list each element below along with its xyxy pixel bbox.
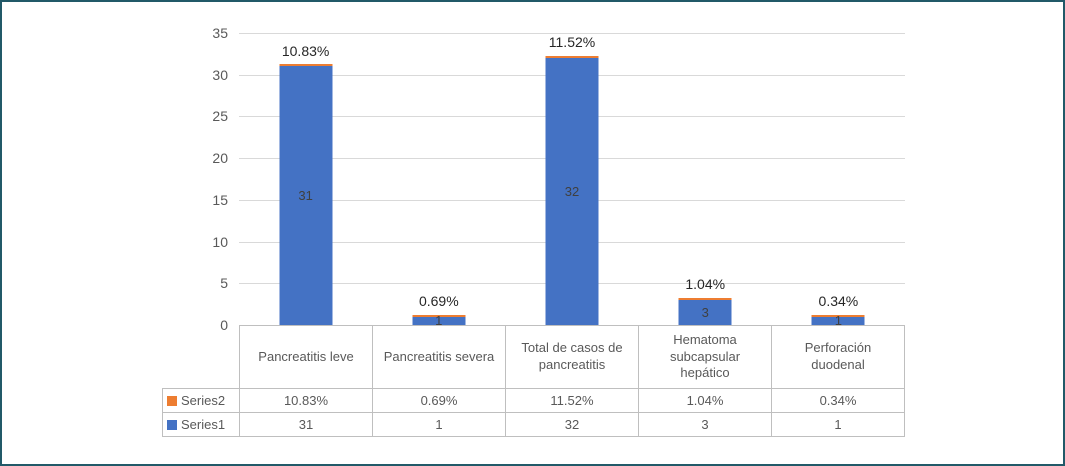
value-cell: 11.52% [505, 388, 639, 413]
value-cell: 0.69% [372, 388, 506, 413]
data-label-percent: 10.83% [281, 42, 330, 59]
bar-column: 11.52% 32 [505, 33, 638, 325]
plot-area: 10.83% 31 0.69% 1 11.52% [239, 33, 905, 328]
series2-table-row: Series2 10.83% 0.69% 11.52% 1.04% 0.34% [162, 388, 905, 413]
y-axis-tick-label: 20 [212, 150, 228, 167]
value-cell: 32 [505, 412, 639, 437]
category-header-row: Pancreatitis leve Pancreatitis severa To… [163, 325, 905, 389]
plot-columns: 10.83% 31 0.69% 1 11.52% [239, 33, 905, 328]
series-name: Series1 [181, 417, 226, 432]
series1-bar-segment[interactable]: 32 [545, 58, 599, 325]
y-axis-tick-label: 30 [212, 66, 228, 83]
bar-column: 1.04% 3 [639, 33, 772, 325]
series2-swatch-icon [167, 396, 177, 406]
series1-swatch-icon [167, 420, 177, 430]
y-axis-tick-label: 10 [212, 233, 228, 250]
y-axis-tick-label: 5 [220, 275, 228, 292]
series1-bar-segment[interactable]: 1 [811, 313, 865, 328]
series1-table-row: Series1 31 1 32 3 1 [162, 412, 905, 437]
y-axis-tick-label: 25 [212, 108, 228, 125]
bar-stack[interactable]: 31 [279, 64, 333, 325]
value-cell: 10.83% [239, 388, 373, 413]
data-label-value: 32 [564, 184, 580, 200]
legend-series2[interactable]: Series2 [162, 388, 240, 413]
bar-column: 0.34% 1 [772, 33, 905, 328]
y-axis-tick-label: 35 [212, 25, 228, 41]
value-cell: 1 [771, 412, 905, 437]
value-cell: 1.04% [638, 388, 772, 413]
bar-column: 10.83% 31 [239, 33, 372, 325]
table-corner-blank [163, 326, 240, 389]
data-label-value: 3 [701, 304, 709, 320]
category-cell: Total de casos de pancreatitis [505, 325, 639, 389]
bar-stack[interactable]: 3 [678, 297, 732, 325]
series1-bar-segment[interactable]: 1 [412, 313, 466, 328]
y-axis-tick-label: 0 [220, 317, 228, 333]
category-cell: Hematoma subcapsular hepático [638, 325, 772, 389]
data-label-percent: 0.69% [418, 292, 459, 309]
data-label-value: 1 [435, 313, 443, 329]
data-label-percent: 0.34% [818, 292, 859, 309]
gridline [239, 33, 905, 34]
series2-bar-segment[interactable] [811, 314, 865, 317]
bar-stack[interactable]: 32 [545, 56, 599, 325]
data-label-percent: 1.04% [685, 276, 726, 293]
series2-bar-segment[interactable] [412, 314, 466, 317]
data-table: Pancreatitis leve Pancreatitis severa To… [162, 325, 905, 437]
category-cell: Pancreatitis leve [239, 325, 373, 389]
data-label-value: 1 [834, 313, 843, 329]
bar-stack[interactable]: 1 [412, 313, 466, 328]
series1-bar-segment[interactable]: 3 [678, 299, 732, 325]
series2-bar-segment[interactable] [279, 64, 333, 67]
series2-bar-segment[interactable] [545, 56, 599, 59]
series-name: Series2 [181, 393, 226, 408]
series1-bar-segment[interactable]: 31 [279, 66, 333, 325]
data-label-percent: 11.52% [548, 34, 596, 51]
data-label-value: 31 [298, 188, 313, 204]
bar-stack[interactable]: 1 [811, 313, 865, 328]
value-cell: 0.34% [771, 388, 905, 413]
value-cell: 31 [239, 412, 373, 437]
y-axis-tick-label: 15 [212, 191, 228, 208]
value-cell: 1 [372, 412, 506, 437]
legend-series1[interactable]: Series1 [162, 412, 240, 437]
category-cell: Perforación duodenal [771, 325, 905, 389]
category-cell: Pancreatitis severa [372, 325, 506, 389]
bar-column: 0.69% 1 [372, 33, 505, 328]
series2-bar-segment[interactable] [678, 297, 732, 300]
value-cell: 3 [638, 412, 772, 437]
